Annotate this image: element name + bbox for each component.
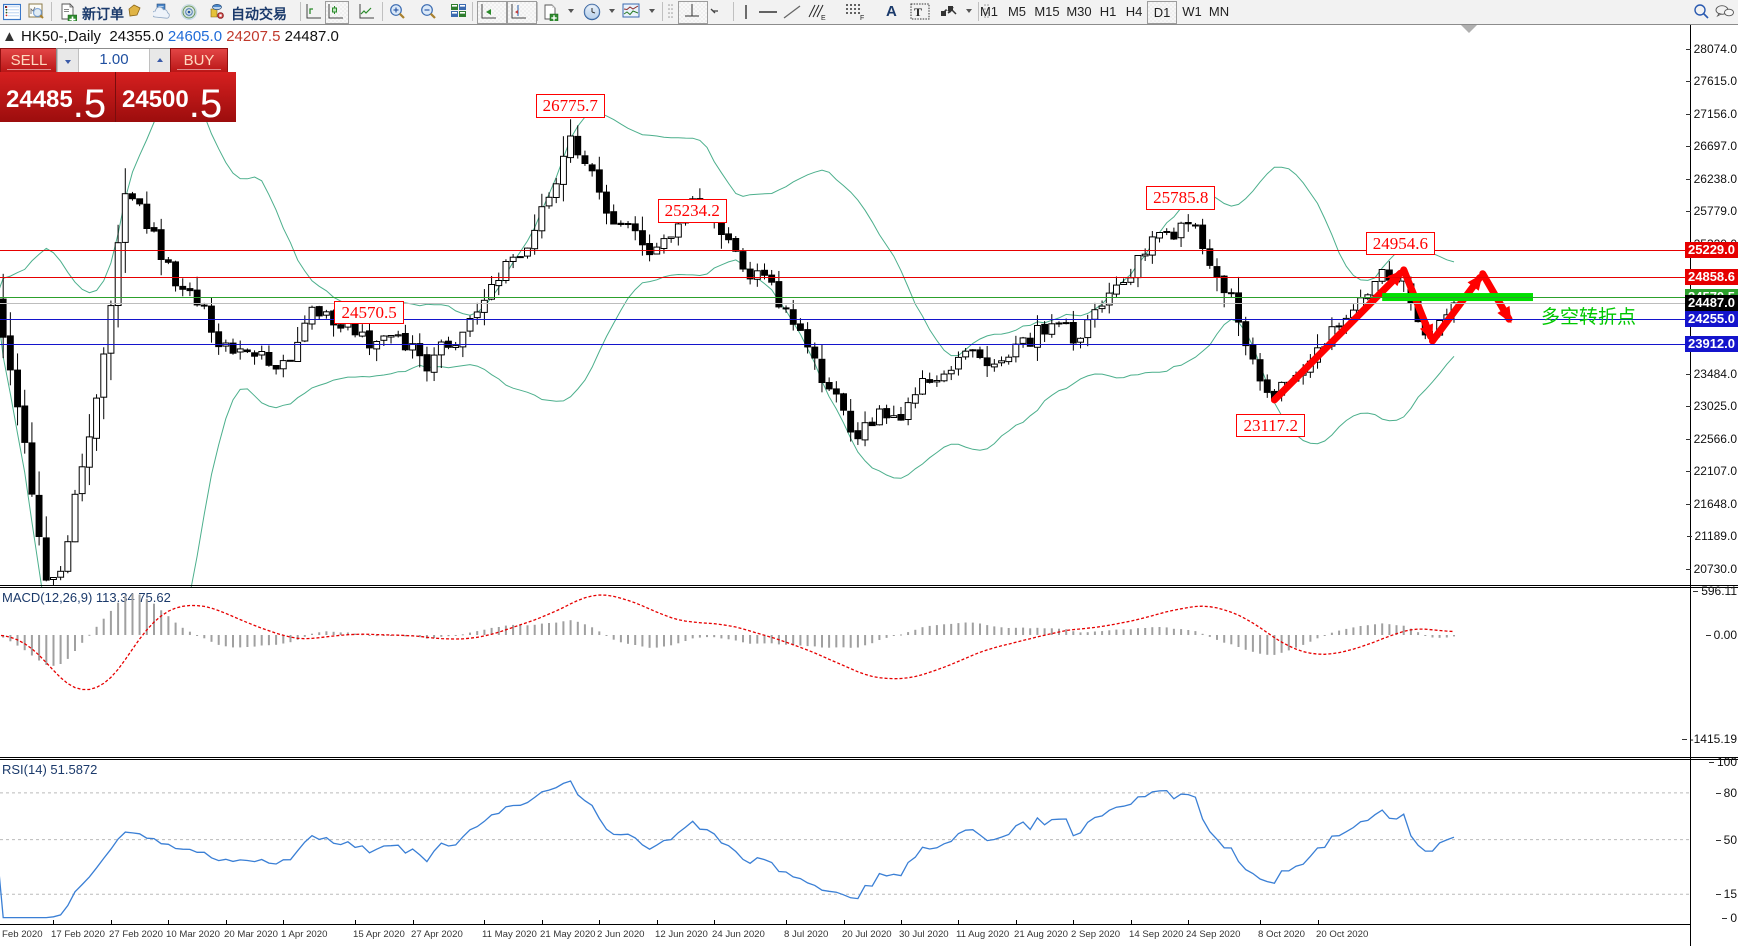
svg-text:E: E (821, 15, 826, 21)
svg-text:F: F (860, 15, 864, 21)
svg-text:T: T (914, 5, 922, 19)
